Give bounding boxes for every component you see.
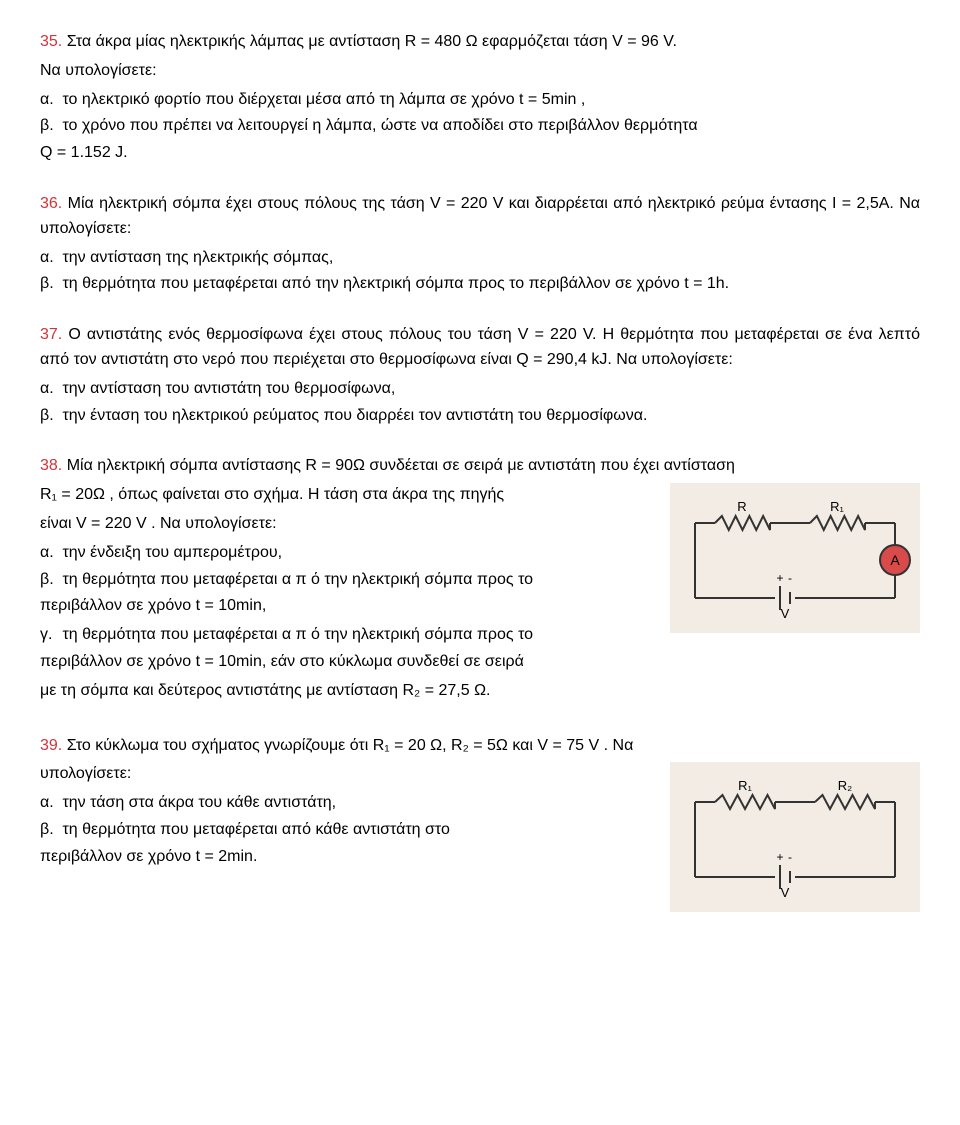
problem-38-intro-line3: είναι V = 220 V . Να υπολογίσετε:	[40, 512, 652, 537]
sub-label-gamma: γ.	[40, 623, 58, 648]
sub-label-beta: β.	[40, 568, 58, 593]
problem-36: 36. Μία ηλεκτρική σόμπα έχει στους πόλου…	[40, 192, 920, 297]
svg-text:-: -	[788, 850, 792, 864]
problem-36-a: α. την αντίσταση της ηλεκτρικής σόμπας,	[40, 246, 920, 271]
problem-39-text-col: υπολογίσετε: α. την τάση στα άκρα του κά…	[40, 762, 652, 873]
sub-label-alpha: α.	[40, 246, 58, 271]
svg-text:A: A	[890, 552, 900, 568]
problem-number: 38.	[40, 457, 62, 474]
problem-37: 37. Ο αντιστάτης ενός θερμοσίφωνα έχει σ…	[40, 323, 920, 428]
sub-text: την τάση στα άκρα του κάθε αντιστάτη,	[62, 794, 336, 811]
circuit-figure-39: R₁ R₂ +- V	[670, 762, 920, 912]
sub-label-beta: β.	[40, 114, 58, 139]
circuit-figure-38: R R₁ A +- V	[670, 483, 920, 633]
problem-35-intro2: Να υπολογίσετε:	[40, 59, 920, 84]
svg-text:R₁: R₁	[738, 778, 752, 793]
problem-35-b: β. το χρόνο που πρέπει να λειτουργεί η λ…	[40, 114, 920, 139]
sub-text: τη θερμότητα που μεταφέρεται α π ό την η…	[62, 626, 533, 643]
problem-text: Μία ηλεκτρική σόμπα αντίστασης R = 90Ω σ…	[67, 457, 735, 474]
problem-38-c1: γ. τη θερμότητα που μεταφέρεται α π ό τη…	[40, 623, 652, 648]
problem-number: 36.	[40, 195, 62, 212]
problem-39-intro-line1: 39. Στο κύκλωμα του σχήματος γνωρίζουμε …	[40, 734, 920, 759]
problem-35: 35. Στα άκρα μίας ηλεκτρικής λάμπας με α…	[40, 30, 920, 166]
svg-text:R: R	[737, 499, 746, 514]
problem-35-b2: Q = 1.152 J.	[40, 141, 920, 166]
problem-38: 38. Μία ηλεκτρική σόμπα αντίστασης R = 9…	[40, 454, 920, 707]
problem-39: 39. Στο κύκλωμα του σχήματος γνωρίζουμε …	[40, 734, 920, 913]
sub-text: τη θερμότητα που μεταφέρεται από την ηλε…	[62, 275, 729, 292]
sub-label-alpha: α.	[40, 791, 58, 816]
svg-text:+: +	[776, 850, 783, 864]
sub-label-alpha: α.	[40, 377, 58, 402]
circuit-diagram-icon: R₁ R₂ +- V	[670, 762, 920, 912]
sub-text: το χρόνο που πρέπει να λειτουργεί η λάμπ…	[62, 117, 697, 134]
problem-36-b: β. τη θερμότητα που μεταφέρεται από την …	[40, 272, 920, 297]
problem-38-c2: περιβάλλον σε χρόνο t = 10min, εάν στο κ…	[40, 650, 652, 675]
problem-37-intro: 37. Ο αντιστάτης ενός θερμοσίφωνα έχει σ…	[40, 323, 920, 373]
problem-text: Μία ηλεκτρική σόμπα έχει στους πόλους τη…	[40, 195, 920, 237]
problem-39-b1: β. τη θερμότητα που μεταφέρεται από κάθε…	[40, 818, 652, 843]
sub-text: την ένταση του ηλεκτρικού ρεύματος που δ…	[62, 407, 647, 424]
svg-text:R₂: R₂	[838, 778, 852, 793]
sub-text: τη θερμότητα που μεταφέρεται α π ό την η…	[62, 571, 533, 588]
problem-38-text-col: R₁ = 20Ω , όπως φαίνεται στο σχήμα. Η τά…	[40, 483, 652, 707]
problem-38-a: α. την ένδειξη του αμπερομέτρου,	[40, 541, 652, 566]
problem-37-a: α. την αντίσταση του αντιστάτη του θερμο…	[40, 377, 920, 402]
problem-number: 39.	[40, 737, 62, 754]
sub-label-alpha: α.	[40, 541, 58, 566]
svg-text:V: V	[781, 885, 790, 900]
sub-text: την αντίσταση του αντιστάτη του θερμοσίφ…	[62, 380, 395, 397]
problem-38-b2: περιβάλλον σε χρόνο t = 10min,	[40, 594, 652, 619]
problem-text: Στα άκρα μίας ηλεκτρικής λάμπας με αντίσ…	[67, 33, 677, 50]
sub-label-beta: β.	[40, 404, 58, 429]
problem-39-a: α. την τάση στα άκρα του κάθε αντιστάτη,	[40, 791, 652, 816]
svg-text:+: +	[776, 571, 783, 585]
sub-text: τη θερμότητα που μεταφέρεται από κάθε αν…	[62, 821, 449, 838]
problem-36-intro: 36. Μία ηλεκτρική σόμπα έχει στους πόλου…	[40, 192, 920, 242]
problem-37-b: β. την ένταση του ηλεκτρικού ρεύματος πο…	[40, 404, 920, 429]
problem-38-intro-line2: R₁ = 20Ω , όπως φαίνεται στο σχήμα. Η τά…	[40, 483, 652, 508]
svg-text:R₁: R₁	[830, 499, 844, 514]
sub-text: την ένδειξη του αμπερομέτρου,	[62, 544, 282, 561]
sub-text: την αντίσταση της ηλεκτρικής σόμπας,	[62, 249, 333, 266]
problem-39-intro-line2: υπολογίσετε:	[40, 762, 652, 787]
problem-35-a: α. το ηλεκτρικό φορτίο που διέρχεται μέσ…	[40, 88, 920, 113]
sub-label-alpha: α.	[40, 88, 58, 113]
problem-38-intro-line1: 38. Μία ηλεκτρική σόμπα αντίστασης R = 9…	[40, 454, 920, 479]
problem-number: 35.	[40, 33, 62, 50]
problem-text: Ο αντιστάτης ενός θερμοσίφωνα έχει στους…	[40, 326, 920, 368]
circuit-diagram-icon: R R₁ A +- V	[670, 483, 920, 633]
sub-label-beta: β.	[40, 272, 58, 297]
problem-39-body: υπολογίσετε: α. την τάση στα άκρα του κά…	[40, 762, 920, 912]
problem-text: Στο κύκλωμα του σχήματος γνωρίζουμε ότι …	[67, 737, 634, 754]
problem-number: 37.	[40, 326, 62, 343]
svg-text:V: V	[781, 606, 790, 621]
problem-35-intro: 35. Στα άκρα μίας ηλεκτρικής λάμπας με α…	[40, 30, 920, 55]
problem-38-c3: με τη σόμπα και δεύτερος αντιστάτης με α…	[40, 679, 652, 704]
problem-38-b1: β. τη θερμότητα που μεταφέρεται α π ό τη…	[40, 568, 652, 593]
svg-text:-: -	[788, 571, 792, 585]
sub-text: το ηλεκτρικό φορτίο που διέρχεται μέσα α…	[62, 91, 585, 108]
problem-38-body: R₁ = 20Ω , όπως φαίνεται στο σχήμα. Η τά…	[40, 483, 920, 707]
problem-39-b2: περιβάλλον σε χρόνο t = 2min.	[40, 845, 652, 870]
sub-label-beta: β.	[40, 818, 58, 843]
